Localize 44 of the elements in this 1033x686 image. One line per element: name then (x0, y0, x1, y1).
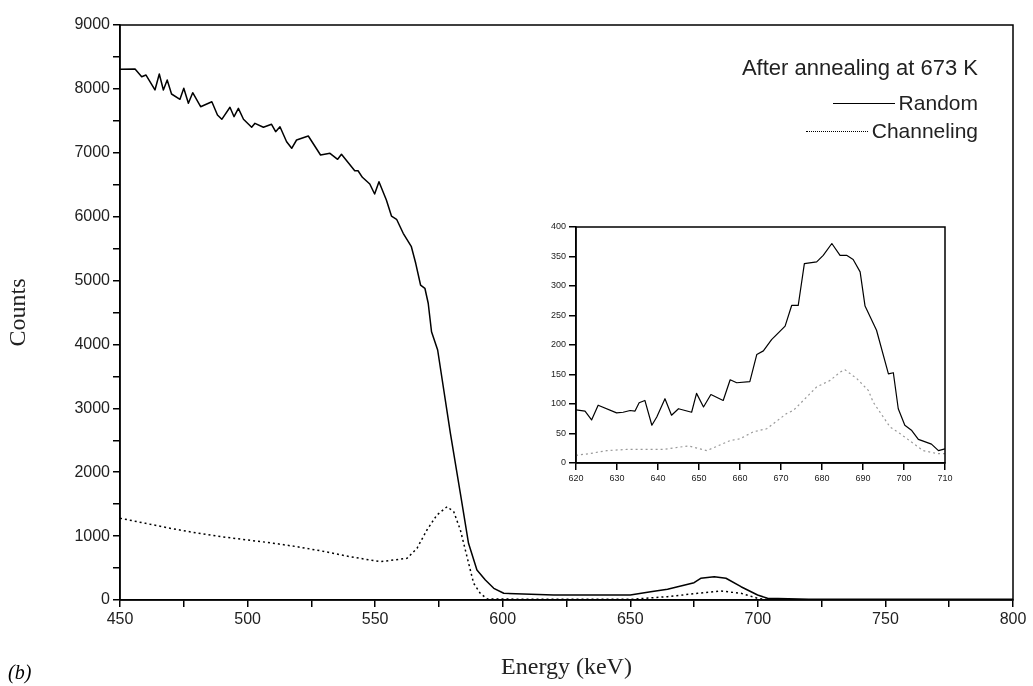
y-tick-label: 200 (550, 339, 566, 350)
x-tick-label: 750 (872, 610, 899, 628)
x-axis-title: Energy (keV) (501, 652, 632, 679)
y-tick-label: 9000 (74, 15, 111, 33)
x-tick-label: 690 (855, 472, 871, 483)
x-tick-label: 600 (489, 610, 517, 628)
legend-title: After annealing at 673 K (741, 55, 978, 81)
line-series (576, 369, 945, 456)
y-tick-label: 8000 (74, 79, 111, 97)
x-tick-label: 680 (814, 472, 830, 483)
y-axis-title: Counts (3, 278, 30, 347)
y-tick-label: 100 (550, 398, 566, 409)
x-tick-label: 500 (234, 610, 262, 628)
x-tick-label: 710 (937, 472, 953, 483)
x-tick-label: 800 (999, 610, 1027, 628)
text: (b) (8, 661, 32, 684)
x-tick-label: 700 (896, 472, 912, 483)
x-tick-label: 670 (773, 472, 789, 483)
y-tick-label: 3000 (74, 398, 111, 416)
y-tick-label: 5000 (74, 270, 111, 288)
y-tick-label: 0 (560, 457, 566, 468)
x-tick-label: 620 (568, 472, 584, 483)
y-tick-label: 6000 (74, 207, 111, 225)
y-tick-label: 4000 (74, 334, 111, 352)
x-tick-label: 550 (361, 610, 389, 628)
x-tick-label: 700 (744, 610, 772, 628)
x-tick-label: 450 (106, 610, 134, 628)
y-tick-label: 350 (550, 250, 566, 261)
y-tick-label: 2000 (74, 462, 111, 480)
y-tick-label: 400 (550, 221, 566, 232)
x-tick-label: 650 (691, 472, 707, 483)
y-tick-label: 1000 (74, 526, 111, 544)
y-tick-label: 150 (550, 368, 566, 379)
y-tick-label: 0 (101, 590, 111, 608)
y-tick-label: 250 (550, 309, 566, 320)
x-tick-label: 660 (732, 472, 748, 483)
y-tick-label: 300 (550, 280, 566, 291)
y-tick-label: 7000 (74, 143, 111, 161)
y-tick-label: 50 (555, 427, 566, 438)
legend-label: Channeling (871, 118, 978, 144)
x-tick-label: 630 (609, 472, 625, 483)
x-tick-label: 650 (616, 610, 644, 628)
legend-label: Random (898, 90, 978, 116)
x-tick-label: 640 (650, 472, 666, 483)
